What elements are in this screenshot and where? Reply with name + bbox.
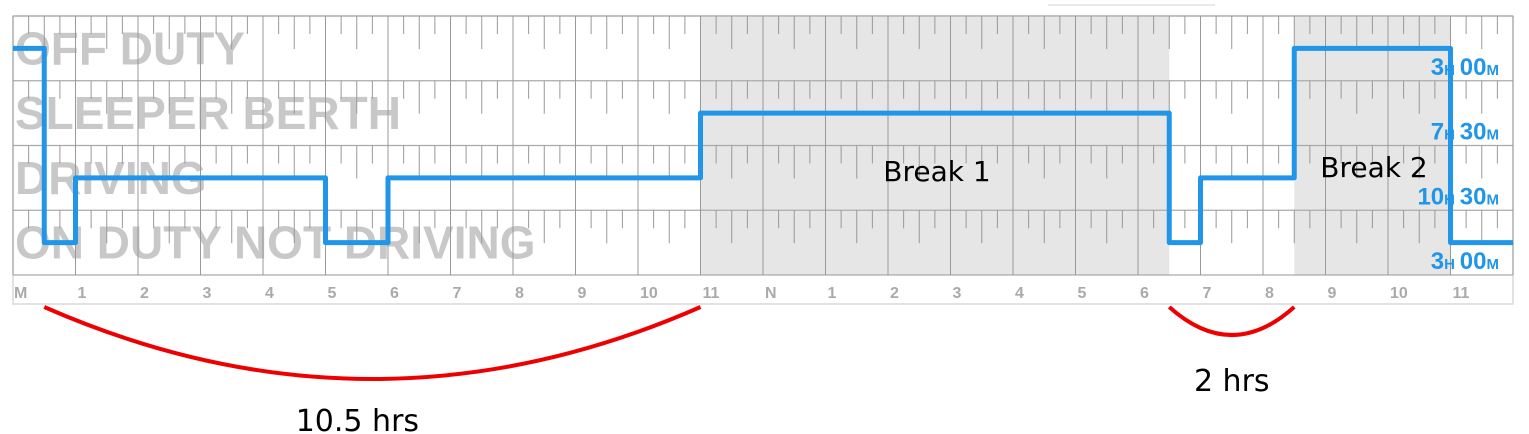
- hour-label: 1: [78, 285, 87, 302]
- break-label: Break 2: [1320, 151, 1427, 184]
- hour-label: 8: [515, 285, 524, 302]
- status-label: OFF DUTY: [15, 22, 245, 74]
- total-part: 7: [1431, 119, 1444, 146]
- hour-label: 2: [140, 285, 149, 302]
- total-part: 00: [1455, 54, 1487, 81]
- total-part: 00: [1455, 248, 1487, 275]
- hour-label: 7: [1203, 285, 1212, 302]
- hour-label: 5: [328, 285, 337, 302]
- total-part: 3: [1431, 54, 1444, 81]
- total-part: M: [1487, 256, 1500, 273]
- status-label: SLEEPER BERTH: [15, 87, 401, 139]
- hour-label: 9: [578, 285, 587, 302]
- row-total: 10H 30M: [1417, 183, 1499, 210]
- span-label: 2 hrs: [1194, 364, 1270, 399]
- row-total: 3H 00M: [1431, 54, 1499, 81]
- hour-label: 9: [1328, 285, 1337, 302]
- break-label: Break 1: [883, 155, 990, 188]
- total-part: M: [1487, 62, 1500, 79]
- total-part: H: [1444, 191, 1455, 208]
- span-label: 10.5 hrs: [296, 404, 419, 434]
- row-total: 7H 30M: [1431, 119, 1499, 146]
- span-arc: [43, 305, 702, 381]
- hour-label: 3: [953, 285, 962, 302]
- hour-label: 6: [1140, 285, 1149, 302]
- total-part: M: [1487, 127, 1500, 144]
- total-part: 3: [1431, 248, 1444, 275]
- total-part: H: [1444, 127, 1455, 144]
- hour-label: 2: [890, 285, 899, 302]
- span-arc: [1167, 305, 1296, 337]
- hour-label: 4: [265, 285, 274, 302]
- hour-label: 4: [1015, 285, 1024, 302]
- total-part: H: [1444, 62, 1455, 79]
- duty-status-line: [13, 45, 1513, 246]
- hour-label: M: [14, 285, 27, 302]
- hour-label: N: [765, 285, 777, 302]
- row-total: 3H 00M: [1431, 248, 1499, 275]
- hour-label: 7: [453, 285, 462, 302]
- hour-label: 1: [828, 285, 837, 302]
- hour-label: 11: [703, 285, 720, 302]
- total-part: 30: [1455, 119, 1487, 146]
- status-label: ON DUTY NOT DRIVING: [15, 217, 536, 269]
- total-part: 30: [1455, 183, 1487, 210]
- hour-label: 3: [203, 285, 212, 302]
- hour-label: 10: [1390, 285, 1408, 302]
- hour-label: 10: [640, 285, 658, 302]
- hour-label: 8: [1265, 285, 1274, 302]
- total-part: M: [1487, 191, 1500, 208]
- hour-label: 6: [390, 285, 399, 302]
- total-part: 10: [1417, 183, 1444, 210]
- hour-label: 11: [1453, 285, 1470, 302]
- total-part: H: [1444, 256, 1455, 273]
- hour-label: 5: [1078, 285, 1087, 302]
